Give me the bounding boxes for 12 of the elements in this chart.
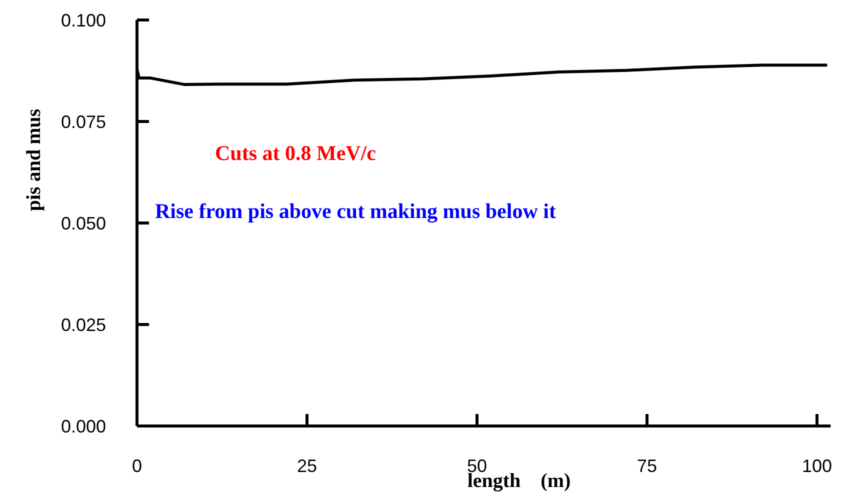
annotation: Rise from pis above cut making mus below it (155, 199, 556, 223)
y-tick-label: 0.100 (60, 10, 106, 30)
y-axis-title: pis and mus (23, 108, 45, 212)
x-tick-label: 75 (636, 456, 658, 476)
annotation: Cuts at 0.8 MeV/c (215, 141, 376, 165)
y-tick-label: 0.050 (60, 213, 106, 234)
y-tick-label: 0.075 (60, 112, 106, 132)
y-tick-label: 0.025 (60, 314, 106, 335)
y-tick-label: 0.000 (60, 416, 106, 436)
x-tick-label: 25 (296, 456, 318, 476)
x-tick-label: 0 (132, 456, 142, 476)
x-tick-label: 100 (802, 456, 832, 476)
